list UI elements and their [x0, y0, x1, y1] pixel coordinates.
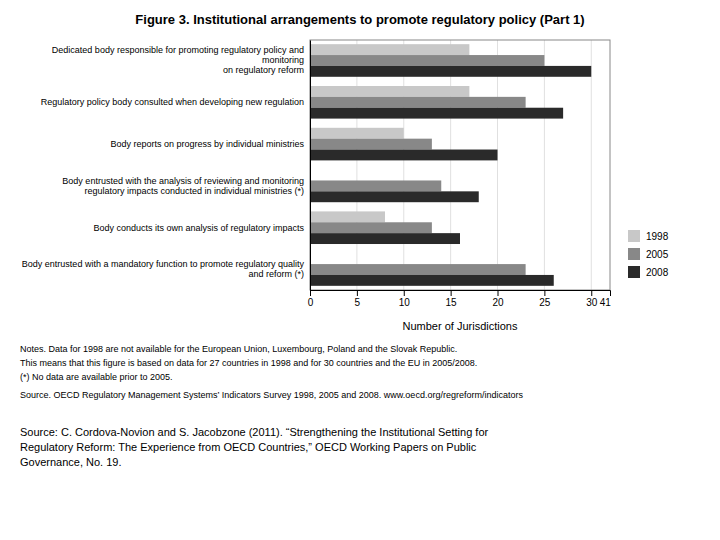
y-axis-line	[310, 41, 311, 291]
x-tick-mark	[544, 290, 545, 296]
x-tick: 15	[446, 290, 458, 308]
grid-line	[450, 40, 451, 290]
note: Source. OECD Regulatory Management Syste…	[20, 390, 523, 400]
bar	[310, 222, 432, 233]
note: Notes. Data for 1998 are not available f…	[20, 344, 457, 354]
grid-line	[356, 40, 357, 290]
chart: Figure 3. Institutional arrangements to …	[0, 0, 720, 540]
plot-frame	[310, 40, 610, 290]
series	[310, 55, 544, 275]
y-tick: Body entrusted with a mandatory function…	[22, 259, 310, 279]
y-tick: Body entrusted with the analysis of revi…	[62, 176, 310, 196]
x-tick-label: 20	[492, 297, 504, 308]
y-tick-label: Body entrusted with the analysis of revi…	[62, 176, 304, 196]
y-tick: Body reports on progress by individual m…	[110, 139, 310, 149]
bars	[310, 44, 591, 286]
legend-swatch	[628, 248, 640, 260]
x-tick-mark	[591, 290, 592, 296]
legend-label: 2005	[646, 249, 669, 260]
bar	[310, 108, 563, 119]
x-tick-label: 30	[586, 297, 598, 308]
grid-line	[403, 40, 404, 290]
grid	[310, 40, 591, 290]
bar	[310, 275, 554, 286]
x-tick: 0	[308, 290, 314, 308]
y-tick-label: Regulatory policy body consulted when de…	[41, 97, 304, 107]
legend-item: 2008	[628, 266, 669, 278]
x-tick-mark	[310, 290, 311, 296]
x-tick: 30	[586, 290, 598, 308]
y-tick: Body conducts its own analysis of regula…	[93, 223, 310, 233]
legend-swatch	[628, 266, 640, 278]
note: (*) No data are available prior to 2005.	[20, 372, 173, 382]
bar	[310, 150, 498, 161]
y-tick-label: Body entrusted with a mandatory function…	[22, 259, 305, 279]
x-tick-mark	[404, 290, 405, 296]
x-tick: 25	[539, 290, 551, 308]
annotation: 41	[600, 297, 612, 308]
legend-item: 2005	[628, 248, 669, 260]
note: This means that this figure is based on …	[20, 358, 477, 368]
x-tick-label: 10	[399, 297, 411, 308]
x-axis-title: Number of Jurisdictions	[403, 320, 518, 332]
caption: Source: C. Cordova-Novion and S. Jacobzo…	[20, 426, 489, 468]
bar	[310, 86, 469, 97]
x-tick-mark	[498, 290, 499, 296]
plot: 0 5 10 15 20 25 3041 Number of Jurisdictions Ded…	[22, 40, 611, 332]
x-tick: 5	[355, 290, 361, 308]
x-axis: 0 5 10 15 20 25 30	[308, 290, 611, 308]
x-axis-line	[311, 291, 611, 297]
x-tick-label: 15	[446, 297, 458, 308]
legend-label: 1998	[646, 231, 669, 242]
title: Figure 3. Institutional arrangements to …	[135, 12, 584, 27]
y-tick-label: Dedicated body responsible for promoting…	[52, 45, 304, 75]
bar	[310, 191, 479, 202]
x-tick-label: 5	[355, 297, 361, 308]
grid-line	[544, 40, 545, 290]
y-tick-label: Body conducts its own analysis of regula…	[93, 223, 304, 233]
bar	[310, 264, 526, 275]
bar	[310, 55, 544, 66]
bar	[310, 44, 469, 55]
bar	[310, 66, 591, 77]
bar	[310, 180, 441, 191]
bar	[310, 233, 460, 244]
series	[310, 66, 591, 286]
x-tick-label: 0	[308, 297, 314, 308]
bar	[310, 128, 404, 139]
x-tick: 10	[399, 290, 411, 308]
x-tick-mark	[357, 290, 358, 296]
legend-label: 2008	[646, 267, 669, 278]
y-tick: Dedicated body responsible for promoting…	[52, 45, 310, 75]
legend-swatch	[628, 230, 640, 242]
y-tick: Regulatory policy body consulted when de…	[41, 97, 310, 107]
grid-line	[591, 40, 592, 290]
grid-line	[497, 40, 498, 290]
legend-item: 1998	[628, 230, 669, 242]
x-tick-mark	[451, 290, 452, 296]
bar	[310, 211, 385, 222]
bar	[310, 139, 432, 150]
x-tick: 20	[492, 290, 504, 308]
y-axis: Dedicated body responsible for promoting…	[22, 41, 311, 291]
x-tick-label: 25	[539, 297, 551, 308]
bar	[310, 97, 526, 108]
y-tick-label: Body reports on progress by individual m…	[110, 139, 304, 149]
legend: 1998 2005 2008	[628, 230, 669, 278]
